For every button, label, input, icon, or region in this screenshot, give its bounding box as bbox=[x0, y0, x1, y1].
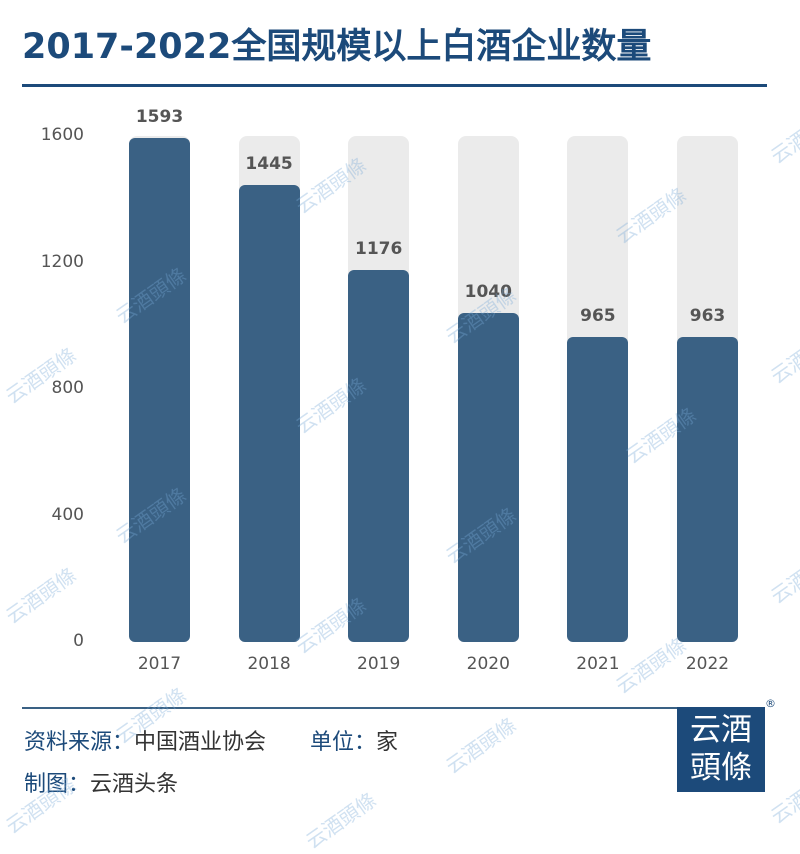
x-axis-label: 2017 bbox=[137, 654, 182, 674]
bar-2019 bbox=[348, 270, 410, 642]
maker-value: 云酒头条 bbox=[90, 772, 179, 797]
bar-value-label: 1040 bbox=[464, 282, 512, 303]
source-line: 资料来源：中国酒业协会 单位：家 bbox=[24, 724, 398, 756]
y-axis-tick: 1600 bbox=[40, 125, 84, 145]
maker-line: 制图：云酒头条 bbox=[24, 766, 178, 798]
x-axis-label: 2021 bbox=[576, 654, 620, 674]
source-label: 资料来源： bbox=[24, 730, 135, 755]
x-axis-label: 2020 bbox=[466, 654, 510, 674]
bar-2017 bbox=[129, 138, 190, 642]
bar-value-label: 965 bbox=[580, 305, 616, 326]
title-divider bbox=[22, 84, 767, 87]
bar-value-label: 1593 bbox=[135, 107, 184, 128]
watermark: 云酒頭條 bbox=[301, 787, 381, 854]
logo-line-1: 云酒 bbox=[690, 712, 752, 748]
y-axis-tick: 800 bbox=[51, 378, 84, 398]
footer-divider bbox=[22, 707, 682, 709]
bar-2021 bbox=[567, 336, 629, 642]
brand-logo: 云酒 頭條 bbox=[677, 707, 765, 792]
y-axis-tick: 0 bbox=[73, 631, 84, 651]
bar-value-label: 963 bbox=[689, 306, 726, 327]
bar-2022 bbox=[677, 337, 738, 642]
registered-mark: ® bbox=[765, 697, 776, 710]
maker-label: 制图： bbox=[24, 772, 91, 797]
bar-value-label: 1445 bbox=[245, 154, 293, 175]
x-axis-label: 2018 bbox=[247, 654, 291, 674]
y-axis-tick: 400 bbox=[51, 504, 84, 525]
bar-value-label: 1176 bbox=[355, 239, 403, 260]
x-axis-label: 2022 bbox=[685, 654, 730, 674]
bar-2018 bbox=[238, 185, 300, 642]
logo-line-2: 頭條 bbox=[690, 750, 752, 786]
unit-value: 家 bbox=[376, 730, 399, 755]
bar-2020 bbox=[457, 313, 519, 642]
bar-chart: 0 400 800 1200 1600 1593 2017 1445 2018 1176 2019 1… bbox=[0, 100, 800, 690]
watermark: 云酒頭條 bbox=[441, 712, 521, 779]
watermark: 云酒頭條 bbox=[766, 762, 800, 829]
unit-label: 单位： bbox=[310, 730, 377, 755]
y-axis-tick: 1200 bbox=[40, 251, 84, 272]
source-value: 中国酒业协会 bbox=[134, 730, 267, 755]
chart-title: 2017-2022全国规模以上白酒企业数量 bbox=[22, 27, 652, 67]
x-axis-label: 2019 bbox=[357, 654, 401, 674]
